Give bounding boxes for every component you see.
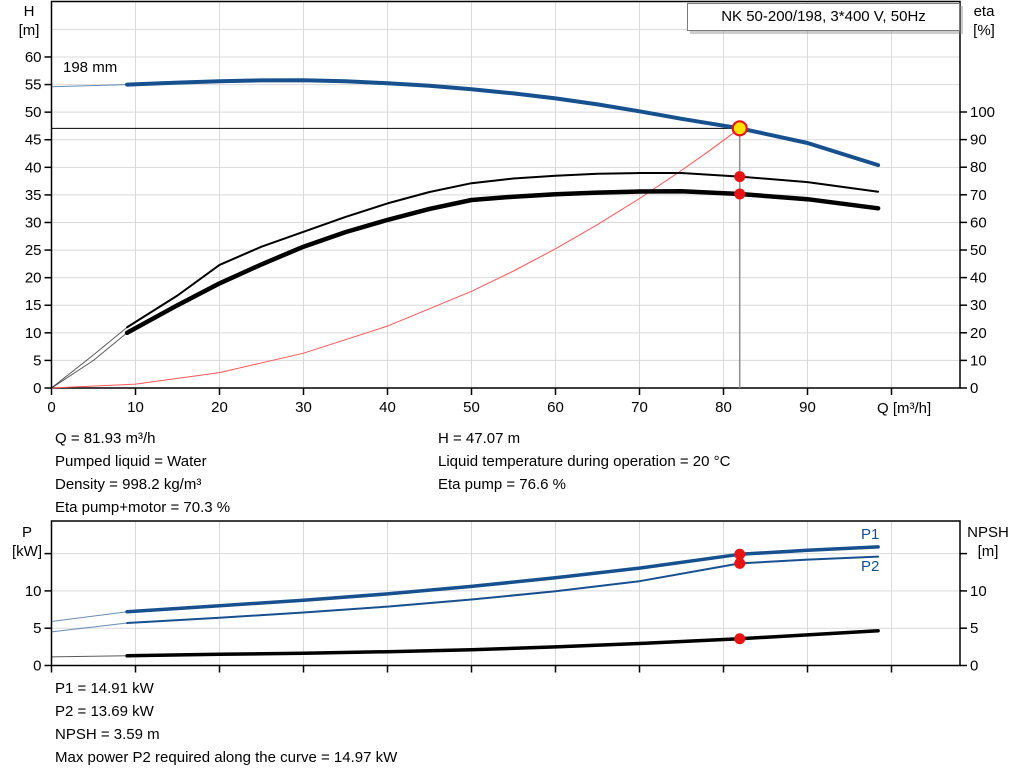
x-tick-label: 0 <box>47 399 55 416</box>
left-tick-label: 40 <box>25 159 42 176</box>
left-tick-label: 35 <box>25 187 42 204</box>
curve-p1-curve-lead <box>51 611 128 622</box>
h-axis-measure: [m] <box>18 22 40 39</box>
x-tick-label: 30 <box>295 399 312 416</box>
left-tick-label: 5 <box>33 352 41 369</box>
npsh-axis-symbol: NPSH <box>967 524 1009 541</box>
left-tick-label: 20 <box>25 270 42 287</box>
right-tick-label: 90 <box>970 132 987 149</box>
right-tick-label: 0 <box>970 380 978 397</box>
x-tick-label: 60 <box>547 399 564 416</box>
p-axis-symbol: P <box>21 524 32 541</box>
curve-head-curve-lead <box>51 84 128 88</box>
left-tick-label: 10 <box>25 583 42 600</box>
x-tick-label: 10 <box>127 399 144 416</box>
left-tick-label: 45 <box>25 132 42 149</box>
result-npsh: NPSH = 3.59 m <box>55 726 160 743</box>
npsh-axis-measure: [m] <box>977 543 999 560</box>
right-tick-label: 0 <box>970 658 978 675</box>
curve-head-curve <box>125 78 881 168</box>
eta-pump-motor-point-marker <box>734 188 746 200</box>
h-axis-unit: H [m] <box>12 2 46 40</box>
h-axis-symbol: H <box>23 3 35 20</box>
pump-title-box: NK 50-200/198, 3*400 V, 50Hz <box>687 3 960 31</box>
impeller-diameter-label: 198 mm <box>63 59 118 76</box>
right-tick-label: 10 <box>970 352 987 369</box>
right-tick-label: 80 <box>970 159 987 176</box>
eta-pump-point-marker <box>734 171 746 183</box>
x-tick-label: 50 <box>463 399 480 416</box>
x-tick-label: 20 <box>211 399 228 416</box>
npsh-point-marker <box>734 633 746 645</box>
left-tick-label: 50 <box>25 104 42 121</box>
left-tick-label: 25 <box>25 242 42 259</box>
right-tick-label: 100 <box>970 104 995 121</box>
result-p2: P2 = 13.69 kW <box>55 703 154 720</box>
q-axis-unit: Q [m³/h] <box>877 400 932 417</box>
eta-axis-unit: eta [%] <box>966 2 1002 40</box>
right-tick-label: 20 <box>970 325 987 342</box>
left-tick-label: 15 <box>25 297 42 314</box>
result-density: Density = 998.2 kg/m³ <box>55 476 202 493</box>
result-h: H = 47.07 m <box>438 430 521 447</box>
right-tick-label: 5 <box>970 620 978 637</box>
curve-eta-pump-motor-curve <box>124 188 881 336</box>
result-block-right: H = 47.07 m Liquid temperature during op… <box>438 429 730 498</box>
right-tick-label: 50 <box>970 242 987 259</box>
left-tick-label: 60 <box>25 49 42 66</box>
curve-eta-pump-motor-curve-lead <box>51 332 128 389</box>
right-tick-label: 40 <box>970 270 987 287</box>
result-block-bottom: P1 = 14.91 kW P2 = 13.69 kW NPSH = 3.59 … <box>55 679 397 771</box>
result-liquid-temperature: Liquid temperature during operation = 20… <box>438 453 731 470</box>
result-block-left: Q = 81.93 m³/h Pumped liquid = Water Den… <box>55 429 230 521</box>
p-axis-unit: P [kW] <box>8 523 46 561</box>
result-pumped-liquid: Pumped liquid = Water <box>55 453 207 470</box>
x-tick-label: 70 <box>631 399 648 416</box>
left-tick-label: 0 <box>33 658 41 675</box>
curve-npsh-curve <box>125 629 880 658</box>
left-tick-label: 10 <box>25 325 42 342</box>
eta-axis-symbol: eta <box>973 3 995 20</box>
result-eta-pump: Eta pump = 76.6 % <box>438 476 566 493</box>
right-tick-label: 60 <box>970 214 987 231</box>
result-p1: P1 = 14.91 kW <box>55 680 154 697</box>
right-tick-label: 30 <box>970 297 987 314</box>
left-tick-label: 55 <box>25 77 42 94</box>
eta-axis-measure: [%] <box>973 22 995 39</box>
p1-point-marker <box>734 548 746 560</box>
curve-duty-parabola <box>51 127 741 389</box>
p2-point-marker <box>734 557 746 569</box>
operating-point-marker[interactable] <box>731 120 748 137</box>
curve-eta-pump-curve-lead <box>51 326 128 389</box>
p1-curve-label: P1 <box>861 526 880 543</box>
x-tick-label: 90 <box>799 399 816 416</box>
left-tick-label: 0 <box>33 380 41 397</box>
curve-p2-curve-lead <box>51 622 128 633</box>
result-eta-pump-motor: Eta pump+motor = 70.3 % <box>55 499 231 516</box>
curve-npsh-curve-lead <box>51 655 128 658</box>
curve-p1-curve <box>125 545 880 614</box>
p2-curve-label: P2 <box>861 558 880 575</box>
curve-p2-curve <box>126 555 880 624</box>
plot-frame <box>50 520 961 667</box>
right-tick-label: 70 <box>970 187 987 204</box>
npsh-axis-unit: NPSH [m] <box>962 523 1014 561</box>
result-q: Q = 81.93 m³/h <box>55 430 156 447</box>
x-tick-label: 40 <box>379 399 396 416</box>
result-max-p2: Max power P2 required along the curve = … <box>55 749 398 766</box>
curve-eta-pump-curve <box>126 172 880 329</box>
right-tick-label: 10 <box>970 583 987 600</box>
x-tick-label: 80 <box>715 399 732 416</box>
left-tick-label: 5 <box>33 620 41 637</box>
left-tick-label: 30 <box>25 214 42 231</box>
p-axis-measure: [kW] <box>12 543 42 560</box>
